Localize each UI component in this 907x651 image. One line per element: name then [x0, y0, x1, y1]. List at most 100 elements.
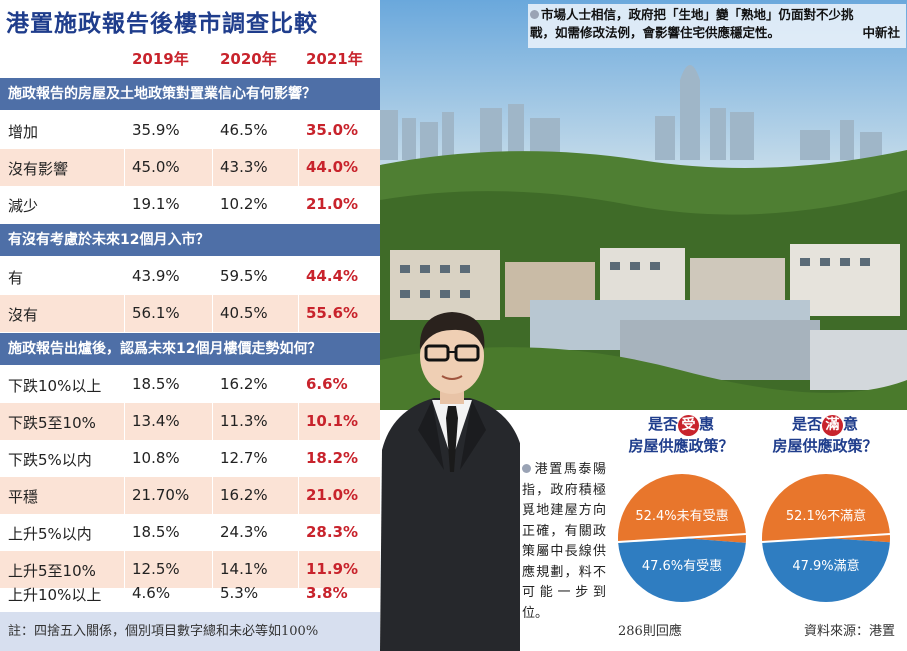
- value-2020: 12.7%: [220, 449, 268, 467]
- pie1-title-prefix: 是否: [647, 415, 678, 433]
- person-photo: [372, 300, 532, 651]
- value-2019: 13.4%: [132, 412, 180, 430]
- table-title: 港置施政報告後樓市調查比較: [6, 10, 318, 37]
- value-2020: 14.1%: [220, 560, 268, 578]
- pie2-badge: 滿: [822, 415, 843, 436]
- row-label: 平穩: [8, 488, 39, 506]
- analyst-quote: 港置馬泰陽指，政府積極覓地建屋方向正確，有關政策屬中長線供應規劃，料不可能一步到…: [522, 460, 606, 624]
- value-2021: 44.4%: [306, 267, 359, 285]
- photo-caption: 市場人士相信，政府把「生地」變「熟地」仍面對不少挑 戰，如需修改法例，會影響住宅…: [530, 6, 904, 48]
- value-2019: 18.5%: [132, 375, 180, 393]
- value-2021: 28.3%: [306, 523, 359, 541]
- pie2-label-0: 52.1%不滿意: [786, 508, 866, 524]
- value-2020: 16.2%: [220, 486, 268, 504]
- row-label: 增加: [8, 123, 39, 141]
- value-2021: 3.8%: [306, 584, 348, 602]
- cityscape-illustration: [380, 0, 907, 410]
- value-2021: 6.6%: [306, 375, 348, 393]
- value-2020: 16.2%: [220, 375, 268, 393]
- caption-line-1: 市場人士相信，政府把「生地」變「熟地」仍面對不少挑: [541, 7, 854, 22]
- pie1-separator: [617, 533, 747, 543]
- value-2019: 35.9%: [132, 121, 180, 139]
- table-row: 上升10%以上 4.6% 5.3% 3.8%: [0, 575, 380, 612]
- table-row: 平穩 21.70% 16.2% 21.0%: [0, 477, 380, 514]
- year-header: 2019年 2020年 2021年: [0, 44, 380, 74]
- pie1-title-mid: 惠: [699, 415, 715, 433]
- row-label: 上升10%以上: [8, 586, 102, 604]
- value-2020: 40.5%: [220, 304, 268, 322]
- value-2019: 21.70%: [132, 486, 190, 504]
- value-2021: 35.0%: [306, 121, 359, 139]
- value-2020: 24.3%: [220, 523, 268, 541]
- caption-source: 中新社: [862, 25, 900, 40]
- pie2-title-line2: 房屋供應政策？: [772, 437, 878, 455]
- bullet-icon: [522, 464, 531, 473]
- value-2020: 46.5%: [220, 121, 268, 139]
- pie1-title-line2: 房屋供應政策？: [628, 437, 734, 455]
- row-label: 下跌5至10%: [8, 414, 96, 432]
- table-row: 上升5%以内 18.5% 24.3% 28.3%: [0, 514, 380, 551]
- value-2020: 11.3%: [220, 412, 268, 430]
- year-2019: 2019年: [132, 50, 189, 68]
- pie2-slice-1: [762, 538, 890, 602]
- row-label: 沒有: [8, 306, 39, 324]
- question-price-trend: 施政報告出爐後，認爲未來12個月樓價走勢如何？: [0, 333, 380, 365]
- question-confidence: 施政報告的房屋及土地政策對置業信心有何影響？: [0, 78, 380, 110]
- table-row: 有 43.9% 59.5% 44.4%: [0, 258, 380, 295]
- table-row: 下跌5至10% 13.4% 11.3% 10.1%: [0, 403, 380, 440]
- pie2-title-mid: 意: [843, 415, 859, 433]
- pie2-label-1: 47.9%滿意: [792, 558, 859, 574]
- response-count: 286則回應: [618, 624, 682, 639]
- value-2021: 21.0%: [306, 486, 359, 504]
- table-row: 下跌5%以内 10.8% 12.7% 18.2%: [0, 440, 380, 477]
- caption-line-2: 戰，如需修改法例，會影響住宅供應穩定性。: [530, 25, 781, 40]
- value-2021: 11.9%: [306, 560, 359, 578]
- year-2021: 2021年: [306, 50, 363, 68]
- row-label: 有: [8, 269, 24, 287]
- value-2021: 44.0%: [306, 158, 359, 176]
- value-2021: 10.1%: [306, 412, 359, 430]
- data-source: 資料來源：港置: [803, 624, 895, 639]
- pie1-badge: 受: [678, 415, 699, 436]
- value-2019: 56.1%: [132, 304, 180, 322]
- value-2019: 18.5%: [132, 523, 180, 541]
- pie1-label-1: 47.6%有受惠: [642, 559, 722, 574]
- table-row: 下跌10%以上 18.5% 16.2% 6.6%: [0, 366, 380, 403]
- question-buy-plan: 有沒有考慮於未來12個月入市？: [0, 224, 380, 256]
- value-2021: 21.0%: [306, 195, 359, 213]
- value-2021: 55.6%: [306, 304, 359, 322]
- row-label: 下跌10%以上: [8, 377, 102, 395]
- value-2019: 45.0%: [132, 158, 180, 176]
- pie2-slice-0: [762, 473, 890, 543]
- value-2021: 18.2%: [306, 449, 359, 467]
- pie1-title: 是否受惠 房屋供應政策？: [616, 414, 746, 456]
- pie2-title: 是否滿意 房屋供應政策？: [760, 414, 890, 456]
- survey-pies-panel: 港置馬泰陽指，政府積極覓地建屋方向正確，有關政策屬中長線供應規劃，料不可能一步到…: [520, 410, 907, 651]
- pie-chart-benefit: 52.4%未有受惠 47.6%有受惠: [617, 474, 747, 602]
- value-2020: 5.3%: [220, 584, 259, 602]
- value-2019: 10.8%: [132, 449, 180, 467]
- row-label: 下跌5%以内: [8, 451, 92, 469]
- pie2-separator: [761, 533, 891, 543]
- row-label: 上升5%以内: [8, 525, 92, 543]
- value-2019: 4.6%: [132, 584, 171, 602]
- value-2020: 10.2%: [220, 195, 268, 213]
- table-row: 沒有影響 45.0% 43.3% 44.0%: [0, 149, 380, 186]
- quote-text: 港置馬泰陽指，政府積極覓地建屋方向正確，有關政策屬中長線供應規劃，料不可能一步到…: [522, 462, 606, 621]
- value-2020: 59.5%: [220, 267, 268, 285]
- bullet-icon: [530, 10, 539, 19]
- pie2-title-prefix: 是否: [791, 415, 822, 433]
- value-2019: 12.5%: [132, 560, 180, 578]
- table-row: 減少 19.1% 10.2% 21.0%: [0, 186, 380, 223]
- value-2020: 43.3%: [220, 158, 268, 176]
- table-row: 增加 35.9% 46.5% 35.0%: [0, 112, 380, 149]
- pie-chart-satisfaction: 52.1%不滿意 47.9%滿意: [761, 473, 891, 602]
- value-2019: 19.1%: [132, 195, 180, 213]
- pie1-slice-1: [618, 538, 746, 602]
- table-footnote: 註：四捨五入關係，個別項目數字總和未必等如100%: [0, 612, 380, 651]
- survey-table: 港置施政報告後樓市調查比較 2019年 2020年 2021年 施政報告的房屋及…: [0, 0, 380, 651]
- table-row: 上升5至10% 12.5% 14.1% 11.9%: [0, 551, 380, 588]
- row-label: 沒有影響: [8, 160, 69, 178]
- pie1-label-0: 52.4%未有受惠: [635, 509, 728, 524]
- row-label: 減少: [8, 197, 39, 215]
